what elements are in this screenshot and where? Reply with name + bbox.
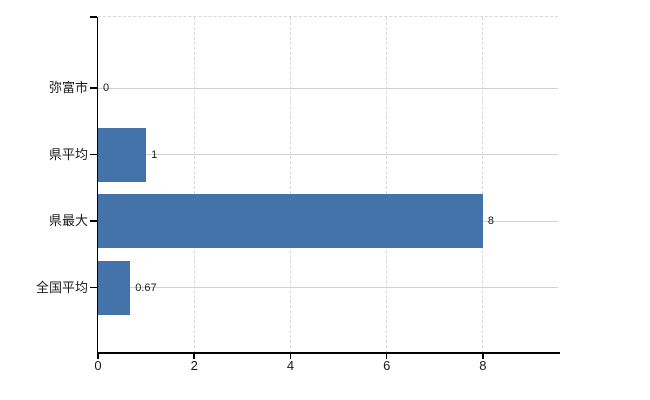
y-axis-line	[96, 17, 98, 353]
x-tick-mark	[482, 353, 484, 359]
x-tick-mark	[289, 353, 292, 359]
h-gridline	[98, 287, 558, 288]
v-gridline	[482, 17, 484, 353]
x-tick-mark	[193, 353, 195, 359]
v-gridline	[193, 17, 195, 353]
plot-top-border	[98, 16, 558, 17]
x-tick-label: 2	[190, 358, 198, 373]
category-label: 全国平均	[35, 279, 88, 295]
x-tick-label: 8	[479, 358, 487, 373]
y-tick-mark	[90, 87, 97, 89]
y-tick-mark	[90, 220, 97, 222]
bar	[98, 194, 483, 248]
bar	[98, 127, 147, 182]
y-tick-mark	[90, 286, 97, 289]
x-tick-label: 6	[383, 358, 391, 373]
x-tick-mark	[385, 353, 388, 359]
plot-area	[98, 17, 558, 353]
x-tick-label: 4	[286, 358, 295, 373]
category-label: 弥富市	[48, 80, 88, 95]
y-tick-mark	[90, 16, 97, 18]
bar-value-label: 0.67	[135, 281, 157, 294]
x-tick-mark	[97, 353, 99, 359]
x-axis-line	[96, 352, 560, 354]
x-tick-label: 0	[94, 358, 102, 373]
h-gridline	[98, 87, 558, 89]
category-label: 県平均	[48, 146, 88, 162]
bar-value-label: 0	[103, 82, 110, 94]
bar-value-label: 8	[487, 215, 495, 227]
v-gridline	[289, 17, 291, 353]
bar	[98, 260, 131, 315]
category-label: 県最大	[48, 213, 88, 228]
h-gridline	[98, 154, 558, 155]
bar-value-label: 1	[151, 148, 158, 161]
y-tick-mark	[90, 153, 97, 156]
v-gridline	[386, 17, 388, 353]
